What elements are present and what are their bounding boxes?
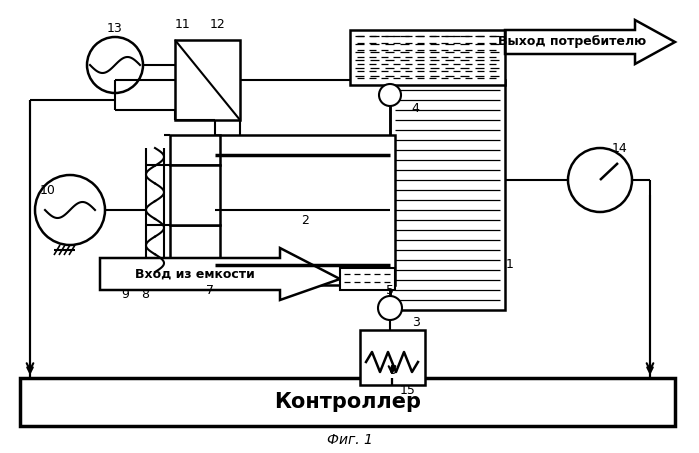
Polygon shape <box>505 20 675 64</box>
Bar <box>350 30 505 85</box>
Text: 15: 15 <box>400 384 416 396</box>
Text: Фиг. 1: Фиг. 1 <box>327 433 373 447</box>
Text: 8: 8 <box>141 289 149 302</box>
Bar <box>215 135 395 285</box>
Text: 3: 3 <box>412 315 420 328</box>
Polygon shape <box>100 248 340 300</box>
Text: 9: 9 <box>121 289 129 302</box>
Text: 5: 5 <box>386 284 394 297</box>
Circle shape <box>379 84 401 106</box>
Text: 2: 2 <box>301 213 309 226</box>
Text: Контроллер: Контроллер <box>275 392 421 412</box>
Text: 4: 4 <box>411 101 419 115</box>
Circle shape <box>568 148 632 212</box>
Bar <box>360 330 425 385</box>
Text: 11: 11 <box>175 19 191 32</box>
Bar <box>170 225 220 265</box>
Bar <box>390 80 505 310</box>
Text: Вход из емкости: Вход из емкости <box>135 268 255 280</box>
Text: 7: 7 <box>206 284 214 297</box>
Text: 1: 1 <box>506 259 514 271</box>
Text: 12: 12 <box>210 19 226 32</box>
Bar <box>170 165 220 225</box>
Circle shape <box>35 175 105 245</box>
Text: 6: 6 <box>388 363 396 376</box>
Circle shape <box>378 296 402 320</box>
Text: 10: 10 <box>40 183 56 197</box>
Text: Выход потребителю: Выход потребителю <box>498 35 646 48</box>
Text: 14: 14 <box>612 141 628 154</box>
Bar <box>170 135 220 165</box>
Bar <box>20 378 675 426</box>
Circle shape <box>87 37 143 93</box>
Text: 13: 13 <box>107 21 123 34</box>
Bar <box>175 40 240 120</box>
Bar <box>340 268 395 290</box>
